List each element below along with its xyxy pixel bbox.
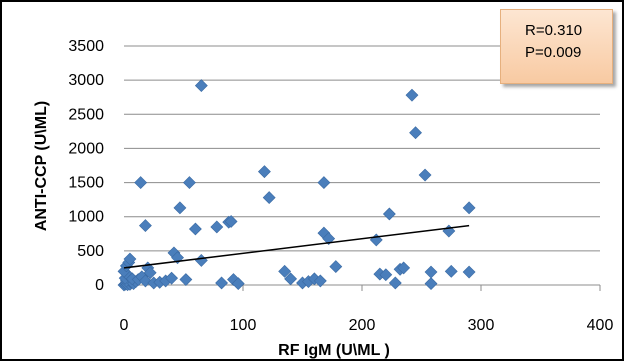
- y-tick-label: 2000: [68, 140, 104, 157]
- data-point: [143, 266, 157, 280]
- correlation-r-text: R=0.310: [525, 22, 583, 39]
- data-point: [424, 277, 438, 291]
- data-point: [317, 176, 331, 189]
- data-point: [173, 201, 187, 215]
- axes: [123, 284, 601, 291]
- y-tick-label: 500: [77, 243, 104, 260]
- data-point: [313, 274, 327, 288]
- data-point: [188, 222, 202, 236]
- data-point: [284, 272, 298, 286]
- data-point: [231, 277, 245, 291]
- data-point: [123, 252, 137, 266]
- data-point: [278, 264, 292, 278]
- y-tick-label: 1000: [68, 209, 104, 226]
- data-point: [257, 165, 271, 179]
- y-tick-label: 3000: [68, 72, 104, 89]
- data-point: [388, 276, 402, 290]
- y-tick-label: 1500: [68, 175, 104, 192]
- stats-annotation: R=0.310 P=0.009: [500, 9, 613, 84]
- data-point: [215, 276, 229, 290]
- data-point: [262, 191, 276, 205]
- data-point: [397, 261, 411, 275]
- p-value-text: P=0.009: [525, 44, 582, 61]
- data-point: [179, 273, 193, 286]
- trendline: [123, 224, 470, 269]
- data-point: [444, 264, 458, 278]
- data-point: [138, 274, 152, 288]
- y-tick-label: 0: [95, 277, 104, 294]
- x-tick-label: 100: [230, 317, 257, 334]
- x-axis-title: RF IgM (U\ML ): [278, 342, 390, 359]
- data-point: [382, 207, 396, 221]
- x-tick-label: 400: [587, 317, 614, 334]
- x-tick-label: 0: [120, 317, 129, 334]
- data-point: [329, 260, 343, 273]
- data-point: [171, 251, 184, 265]
- y-tick-label: 3500: [68, 38, 104, 55]
- x-tick-label: 300: [468, 317, 495, 334]
- x-tick-label: 200: [349, 317, 376, 334]
- data-point: [424, 265, 438, 279]
- y-tick-label: 2500: [68, 106, 104, 123]
- data-point: [194, 253, 208, 267]
- data-point: [183, 176, 196, 189]
- trendline-group: [123, 224, 470, 269]
- data-point: [462, 201, 476, 215]
- data-point: [409, 126, 422, 140]
- data-point: [462, 265, 476, 279]
- data-point: [194, 79, 208, 93]
- data-point: [418, 168, 432, 182]
- data-point: [138, 219, 152, 233]
- data-point: [165, 271, 179, 285]
- data-point: [134, 176, 148, 189]
- data-point: [210, 220, 224, 234]
- data-point: [379, 268, 393, 282]
- data-point: [322, 232, 336, 245]
- data-points: [117, 79, 476, 292]
- data-point: [405, 88, 419, 102]
- tick-labels: 0 500 1000 1500 2000 2500 3000 3500 0 100 200 300 40…: [68, 38, 613, 334]
- y-axis-title: ANTI-CCP (U\ML): [33, 101, 50, 231]
- data-point: [224, 215, 238, 228]
